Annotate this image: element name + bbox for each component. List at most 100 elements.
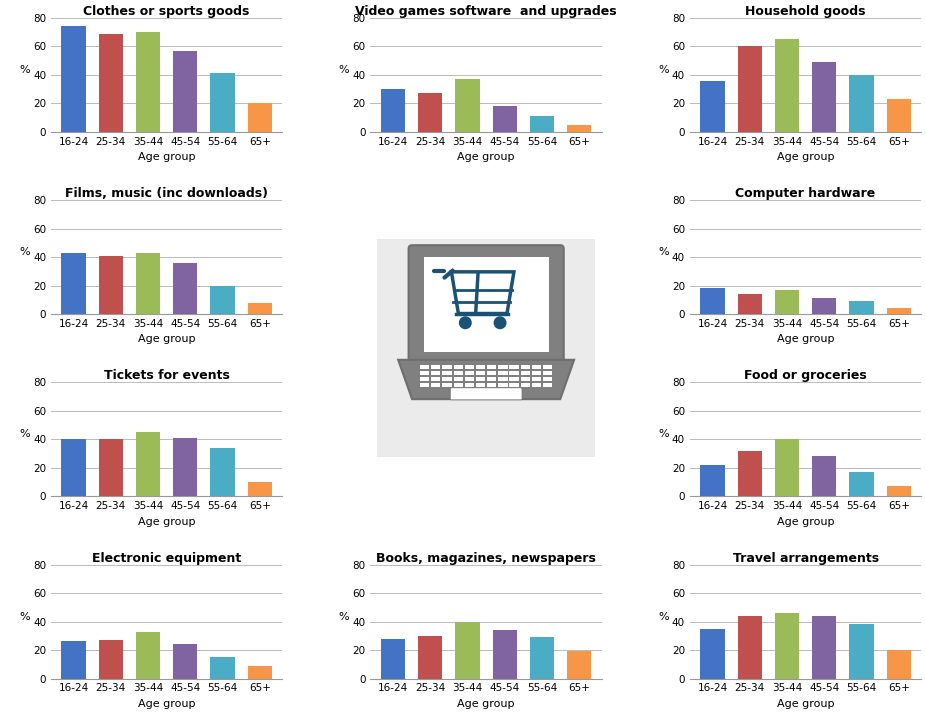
Bar: [543, 371, 552, 375]
Bar: [487, 383, 496, 387]
Bar: [738, 616, 762, 679]
Bar: [738, 451, 762, 496]
Bar: [136, 32, 160, 132]
Bar: [520, 371, 530, 375]
Y-axis label: %: %: [339, 612, 349, 622]
Bar: [700, 80, 725, 132]
Bar: [812, 299, 836, 314]
Bar: [493, 630, 517, 679]
Bar: [61, 641, 86, 679]
Bar: [520, 365, 530, 369]
Bar: [493, 106, 517, 132]
Bar: [849, 302, 873, 314]
Bar: [247, 666, 272, 679]
Bar: [775, 290, 799, 314]
Bar: [543, 383, 552, 387]
Bar: [432, 365, 441, 369]
Bar: [567, 125, 592, 132]
Bar: [498, 365, 507, 369]
Bar: [454, 365, 463, 369]
Bar: [775, 613, 799, 679]
Bar: [419, 636, 443, 679]
Bar: [210, 73, 234, 132]
Bar: [543, 365, 552, 369]
Bar: [812, 62, 836, 132]
Title: Household goods: Household goods: [745, 5, 866, 18]
Bar: [738, 47, 762, 132]
Bar: [99, 640, 123, 679]
Bar: [532, 371, 541, 375]
Bar: [61, 439, 86, 496]
Bar: [849, 472, 873, 496]
Y-axis label: %: %: [19, 612, 30, 622]
Bar: [886, 99, 911, 132]
Title: Tickets for events: Tickets for events: [104, 369, 230, 383]
Bar: [886, 308, 911, 314]
Bar: [456, 79, 480, 132]
Bar: [420, 365, 430, 369]
Bar: [419, 93, 443, 132]
Bar: [849, 625, 873, 679]
Bar: [775, 39, 799, 132]
Bar: [509, 365, 519, 369]
Bar: [454, 377, 463, 381]
Bar: [173, 644, 197, 679]
Bar: [532, 383, 541, 387]
Bar: [530, 116, 554, 132]
Bar: [520, 383, 530, 387]
Bar: [700, 465, 725, 496]
Bar: [420, 377, 430, 381]
FancyBboxPatch shape: [424, 257, 548, 352]
Bar: [99, 256, 123, 314]
Circle shape: [459, 317, 472, 330]
Bar: [476, 365, 485, 369]
Bar: [61, 27, 86, 132]
Bar: [173, 438, 197, 496]
Bar: [99, 34, 123, 132]
Title: Food or groceries: Food or groceries: [745, 369, 867, 383]
Bar: [812, 616, 836, 679]
Bar: [443, 383, 452, 387]
Bar: [498, 383, 507, 387]
Title: Travel arrangements: Travel arrangements: [732, 551, 879, 564]
X-axis label: Age group: Age group: [457, 699, 515, 709]
Bar: [381, 638, 406, 679]
Bar: [700, 629, 725, 679]
Bar: [509, 371, 519, 375]
Bar: [465, 383, 474, 387]
Y-axis label: %: %: [658, 247, 669, 257]
Bar: [443, 365, 452, 369]
Bar: [432, 383, 441, 387]
FancyBboxPatch shape: [378, 239, 595, 457]
Bar: [487, 377, 496, 381]
Bar: [487, 365, 496, 369]
Bar: [210, 286, 234, 314]
Bar: [543, 377, 552, 381]
X-axis label: Age group: Age group: [777, 152, 834, 162]
Bar: [136, 432, 160, 496]
Bar: [886, 486, 911, 496]
Y-axis label: %: %: [339, 65, 349, 75]
Y-axis label: %: %: [658, 429, 669, 439]
Bar: [456, 622, 480, 679]
Polygon shape: [398, 360, 574, 399]
Bar: [465, 371, 474, 375]
Bar: [509, 383, 519, 387]
FancyBboxPatch shape: [408, 246, 564, 363]
Bar: [443, 377, 452, 381]
Bar: [420, 383, 430, 387]
Y-axis label: %: %: [19, 429, 30, 439]
X-axis label: Age group: Age group: [777, 699, 834, 709]
Bar: [173, 263, 197, 314]
X-axis label: Age group: Age group: [138, 699, 195, 709]
Y-axis label: %: %: [19, 247, 30, 257]
Bar: [454, 383, 463, 387]
Bar: [509, 377, 519, 381]
Circle shape: [494, 317, 507, 330]
X-axis label: Age group: Age group: [777, 335, 834, 345]
Bar: [476, 377, 485, 381]
Bar: [247, 482, 272, 496]
Bar: [487, 371, 496, 375]
X-axis label: Age group: Age group: [138, 335, 195, 345]
Bar: [520, 377, 530, 381]
